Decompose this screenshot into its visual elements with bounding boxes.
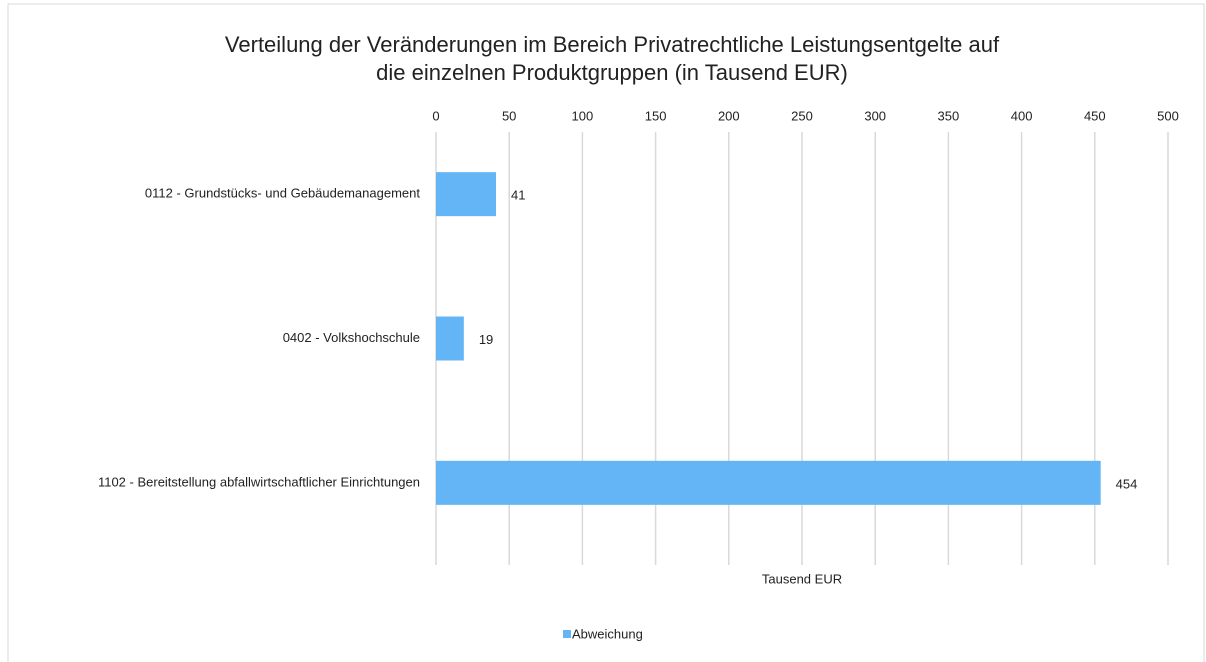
y-tick-label: 0402 - Volkshochschule (283, 330, 420, 345)
chart-title: die einzelnen Produktgruppen (in Tausend… (376, 60, 848, 85)
y-tick-label: 0112 - Grundstücks- und Gebäudemanagemen… (145, 186, 420, 201)
data-label: 19 (479, 332, 493, 347)
chart-border (7, 3, 1205, 662)
legend-label: Abweichung (572, 626, 643, 641)
x-tick-label: 200 (718, 108, 740, 123)
x-tick-label: 0 (432, 108, 439, 123)
x-tick-label: 150 (645, 108, 667, 123)
x-tick-label: 350 (938, 108, 960, 123)
chart-title: Verteilung der Veränderungen im Bereich … (225, 32, 1000, 57)
bar (436, 316, 464, 361)
x-tick-label: 100 (572, 108, 594, 123)
bar (436, 460, 1101, 505)
x-tick-label: 50 (502, 108, 516, 123)
x-tick-label: 500 (1157, 108, 1179, 123)
x-tick-label: 400 (1011, 108, 1033, 123)
x-tick-label: 250 (791, 108, 813, 123)
data-label: 454 (1116, 476, 1138, 491)
legend-swatch (563, 630, 571, 638)
x-tick-label: 450 (1084, 108, 1106, 123)
data-label: 41 (511, 188, 525, 203)
bar (436, 172, 497, 217)
x-axis-label: Tausend EUR (762, 571, 842, 586)
x-tick-label: 300 (864, 108, 886, 123)
y-tick-label: 1102 - Bereitstellung abfallwirtschaftli… (98, 474, 420, 489)
